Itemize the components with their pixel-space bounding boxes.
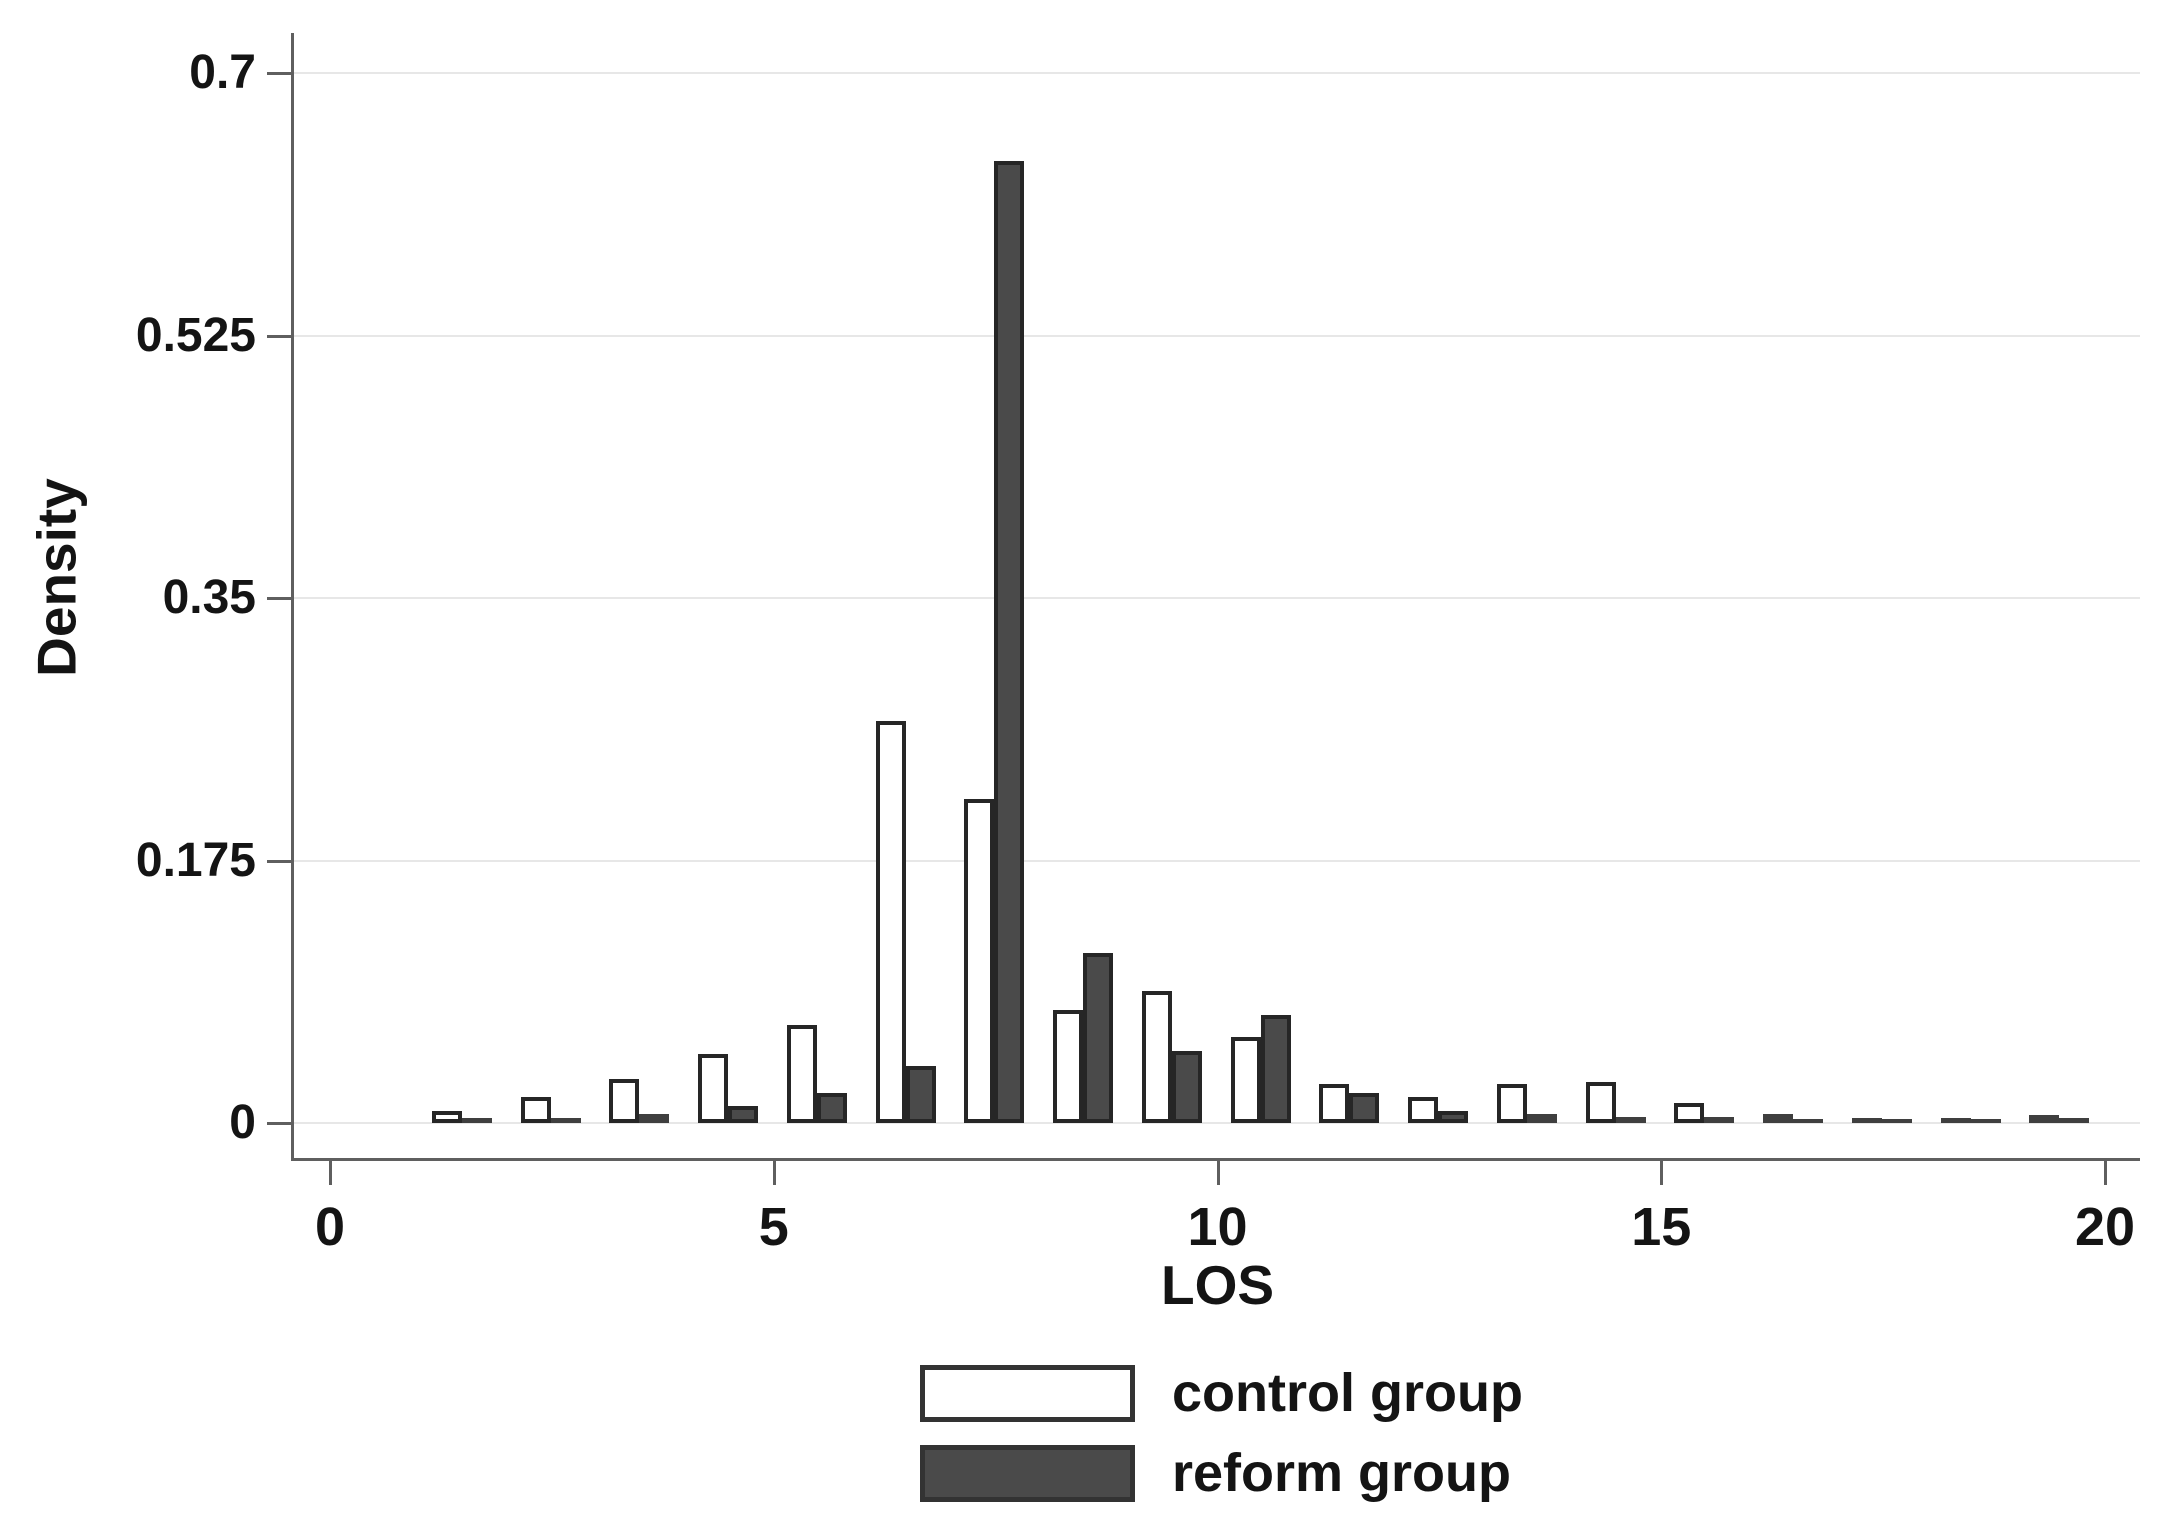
x-axis-line (291, 1158, 2140, 1161)
y-axis-title: Density (25, 478, 88, 677)
bar-control-6 (875, 721, 906, 1123)
bar-control-18 (1940, 1118, 1971, 1123)
bar-control-2 (520, 1097, 551, 1123)
bar-reform-9 (1171, 1051, 1202, 1123)
y-tick-0.35 (267, 597, 293, 600)
bar-reform-8 (1083, 953, 1113, 1123)
bar-control-14 (1585, 1082, 1616, 1123)
bar-reform-18 (1970, 1119, 2001, 1123)
x-axis-title: LOS (1160, 1254, 1275, 1316)
y-gridline-0.525 (293, 334, 2140, 337)
x-tick-label-20: 20 (2074, 1197, 2136, 1257)
bar-control-17 (1851, 1118, 1882, 1123)
bar-reform-15 (1704, 1117, 1735, 1123)
x-tick-10 (1216, 1158, 1220, 1185)
bar-control-11 (1319, 1084, 1350, 1123)
bar-reform-3 (639, 1114, 670, 1123)
bar-control-13 (1496, 1084, 1527, 1123)
x-tick-0 (329, 1158, 332, 1185)
bar-control-15 (1674, 1103, 1705, 1123)
legend-swatch-reform-group (920, 1445, 1135, 1502)
x-tick-label-10: 10 (1187, 1197, 1248, 1257)
y-tick-label-0.35: 0.35 (162, 571, 256, 624)
bar-control-7 (964, 799, 995, 1123)
y-tick-0.7 (267, 72, 293, 75)
bar-control-4 (698, 1054, 728, 1123)
x-tick-label-5: 5 (758, 1197, 789, 1257)
bar-reform-4 (728, 1106, 758, 1123)
bar-reform-17 (1881, 1119, 1912, 1123)
bar-reform-2 (550, 1118, 581, 1123)
bar-control-8 (1053, 1010, 1083, 1123)
x-tick-label-0: 0 (314, 1197, 346, 1257)
y-tick-label-0.175: 0.175 (135, 833, 256, 887)
y-tick-label-0: 0 (229, 1096, 256, 1149)
legend-label-control-group: control group (1172, 1363, 1523, 1423)
bar-control-5 (786, 1025, 817, 1123)
legend-swatch-control-group (920, 1365, 1135, 1422)
y-tick-0 (267, 1122, 293, 1125)
y-tick-0.525 (267, 334, 293, 338)
bar-control-10 (1230, 1037, 1261, 1123)
y-gridline-0.7 (293, 72, 2140, 74)
y-gridline-0.35 (293, 597, 2140, 599)
bar-reform-11 (1349, 1093, 1380, 1123)
bar-control-3 (609, 1079, 640, 1123)
y-tick-label-0.7: 0.7 (189, 46, 256, 99)
bar-reform-10 (1260, 1015, 1291, 1123)
bar-reform-1 (461, 1118, 492, 1123)
y-tick-0.175 (267, 859, 293, 863)
bar-reform-13 (1526, 1114, 1557, 1123)
bar-reform-19 (2059, 1118, 2090, 1123)
bar-reform-14 (1615, 1117, 1646, 1123)
bar-reform-7 (994, 161, 1025, 1123)
bar-control-12 (1408, 1097, 1438, 1123)
y-gridline-0 (293, 1122, 2140, 1124)
x-tick-label-15: 15 (1631, 1197, 1692, 1257)
bar-reform-5 (816, 1093, 847, 1123)
bar-control-1 (431, 1111, 462, 1123)
bar-control-16 (1763, 1114, 1793, 1123)
y-axis-line (291, 33, 294, 1161)
x-tick-5 (772, 1158, 776, 1185)
y-gridline-0.175 (293, 859, 2140, 862)
bar-control-9 (1141, 991, 1172, 1123)
x-tick-15 (1660, 1158, 1664, 1185)
bar-reform-6 (905, 1066, 936, 1123)
bar-reform-12 (1438, 1111, 1468, 1123)
legend-label-reform-group: reform group (1172, 1443, 1512, 1503)
y-tick-label-0.525: 0.525 (135, 308, 256, 362)
x-tick-20 (2104, 1158, 2107, 1185)
bar-reform-16 (1793, 1119, 1823, 1123)
bar-control-19 (2029, 1115, 2060, 1123)
